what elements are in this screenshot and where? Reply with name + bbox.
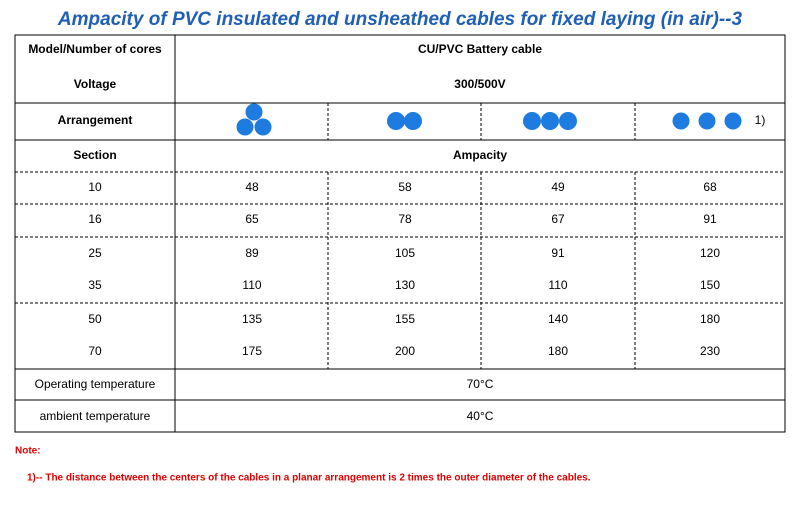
footer-value: 70°C (467, 377, 494, 391)
arrangement-note: 1) (755, 113, 766, 127)
header-label: Model/Number of cores (28, 42, 162, 56)
ampacity-cell: 135 (242, 312, 262, 326)
section-cell: 16 (88, 212, 102, 226)
ampacity-cell: 180 (700, 312, 720, 326)
ampacity-cell: 78 (398, 212, 412, 226)
ampacity-cell: 130 (395, 278, 415, 292)
header-label: Arrangement (58, 113, 133, 127)
ampacity-cell: 91 (551, 246, 565, 260)
ampacity-cell: 155 (395, 312, 415, 326)
ampacity-cell: 110 (548, 278, 567, 292)
footer-label: Operating temperature (35, 377, 156, 391)
section-cell: 25 (88, 246, 102, 260)
note-item: 1)-- The distance between the centers of… (27, 473, 591, 484)
footer-value: 40°C (467, 409, 494, 423)
section-cell: 50 (88, 312, 102, 326)
ampacity-cell: 110 (242, 278, 261, 292)
ampacity-cell: 89 (245, 246, 259, 260)
section-cell: 35 (88, 278, 102, 292)
note-label: Note: (15, 446, 41, 457)
header-label: Voltage (74, 77, 117, 91)
ampacity-cell: 120 (700, 246, 720, 260)
ampacity-cell: 175 (242, 344, 262, 358)
ampacity-cell: 230 (700, 344, 720, 358)
header-value: 300/500V (454, 77, 505, 91)
ampacity-cell: 48 (245, 180, 259, 194)
ampacity-cell: 68 (703, 180, 717, 194)
ampacity-cell: 180 (548, 344, 568, 358)
ampacity-cell: 67 (551, 212, 565, 226)
header-value: Ampacity (453, 148, 507, 162)
header-value: CU/PVC Battery cable (418, 42, 542, 56)
title: Ampacity of PVC insulated and unsheathed… (57, 9, 743, 30)
section-cell: 10 (88, 180, 102, 194)
ampacity-cell: 58 (398, 180, 412, 194)
column-rules (327, 103, 636, 369)
table-border (14, 34, 786, 433)
ampacity-cell: 140 (548, 312, 568, 326)
ampacity-cell: 200 (395, 344, 415, 358)
ampacity-cell: 49 (551, 180, 565, 194)
ampacity-cell: 65 (245, 212, 259, 226)
ampacity-cell: 91 (703, 212, 717, 226)
arrangement-icons (236, 103, 742, 136)
section-cell: 70 (88, 344, 102, 358)
ampacity-cell: 105 (395, 246, 415, 260)
header-label: Section (73, 148, 116, 162)
ampacity-cell: 150 (700, 278, 720, 292)
footer-label: ambient temperature (40, 409, 151, 423)
